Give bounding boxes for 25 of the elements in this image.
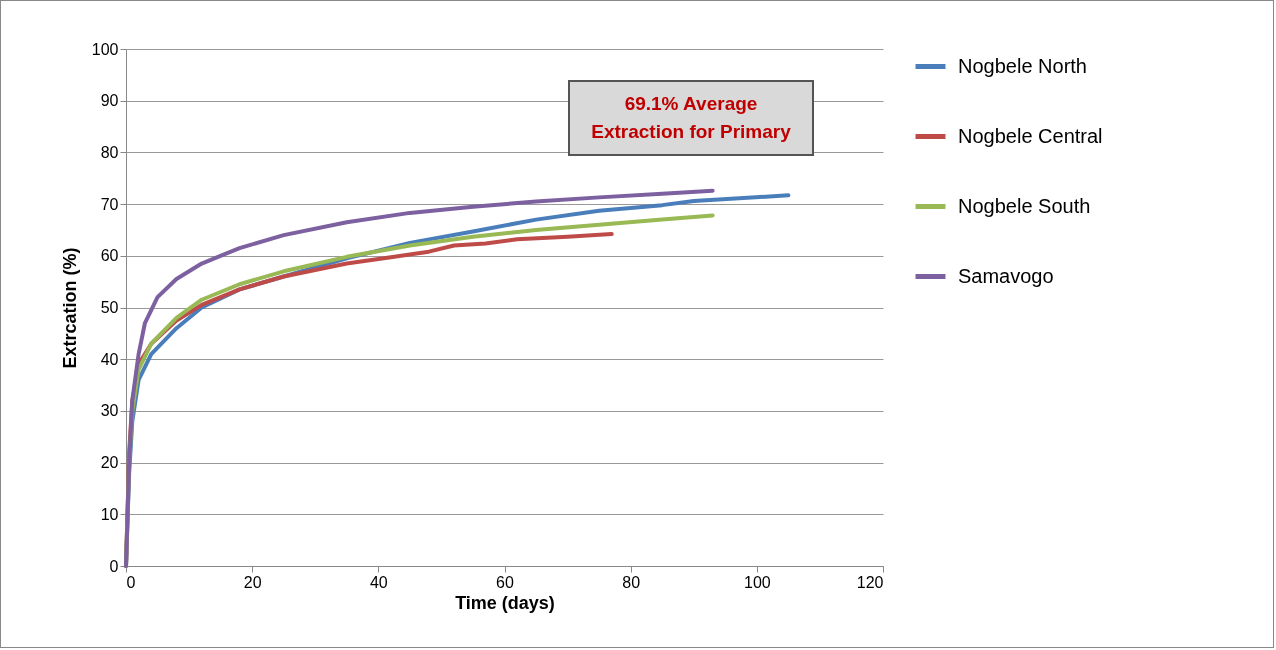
- x-tick-label: 0: [126, 573, 136, 591]
- x-tick-label: 20: [243, 573, 262, 591]
- x-tick-label: 80: [622, 573, 641, 591]
- y-tick-label: 10: [100, 505, 119, 523]
- y-tick-label: 30: [100, 402, 119, 420]
- legend-label: Nogbele North: [958, 54, 1087, 77]
- y-axis-title: Extrcation (%): [59, 247, 80, 369]
- annotation: 69.1% Average Extraction for Primary: [591, 93, 792, 142]
- x-tick-label: 120: [856, 573, 884, 591]
- y-tick-label: 80: [100, 143, 119, 161]
- y-tick-label: 0: [109, 557, 119, 575]
- x-tick-label: 40: [369, 573, 388, 591]
- legend-label: Nogbele Central: [958, 124, 1103, 147]
- y-tick-label: 60: [100, 247, 119, 265]
- legend-label: Nogbele South: [958, 194, 1091, 217]
- x-tick-label: 60: [496, 573, 514, 591]
- y-tick-label: 100: [91, 40, 119, 58]
- y-tick-label: 40: [100, 350, 119, 368]
- y-tick-label: 70: [100, 195, 119, 213]
- y-tick-label: 50: [100, 299, 119, 316]
- y-tick-label: 20: [100, 454, 119, 472]
- legend-label: Samavogo: [958, 264, 1054, 287]
- y-tick-label: 90: [100, 92, 119, 110]
- x-tick-label: 100: [743, 573, 771, 591]
- x-axis-title: Time (days): [455, 592, 555, 613]
